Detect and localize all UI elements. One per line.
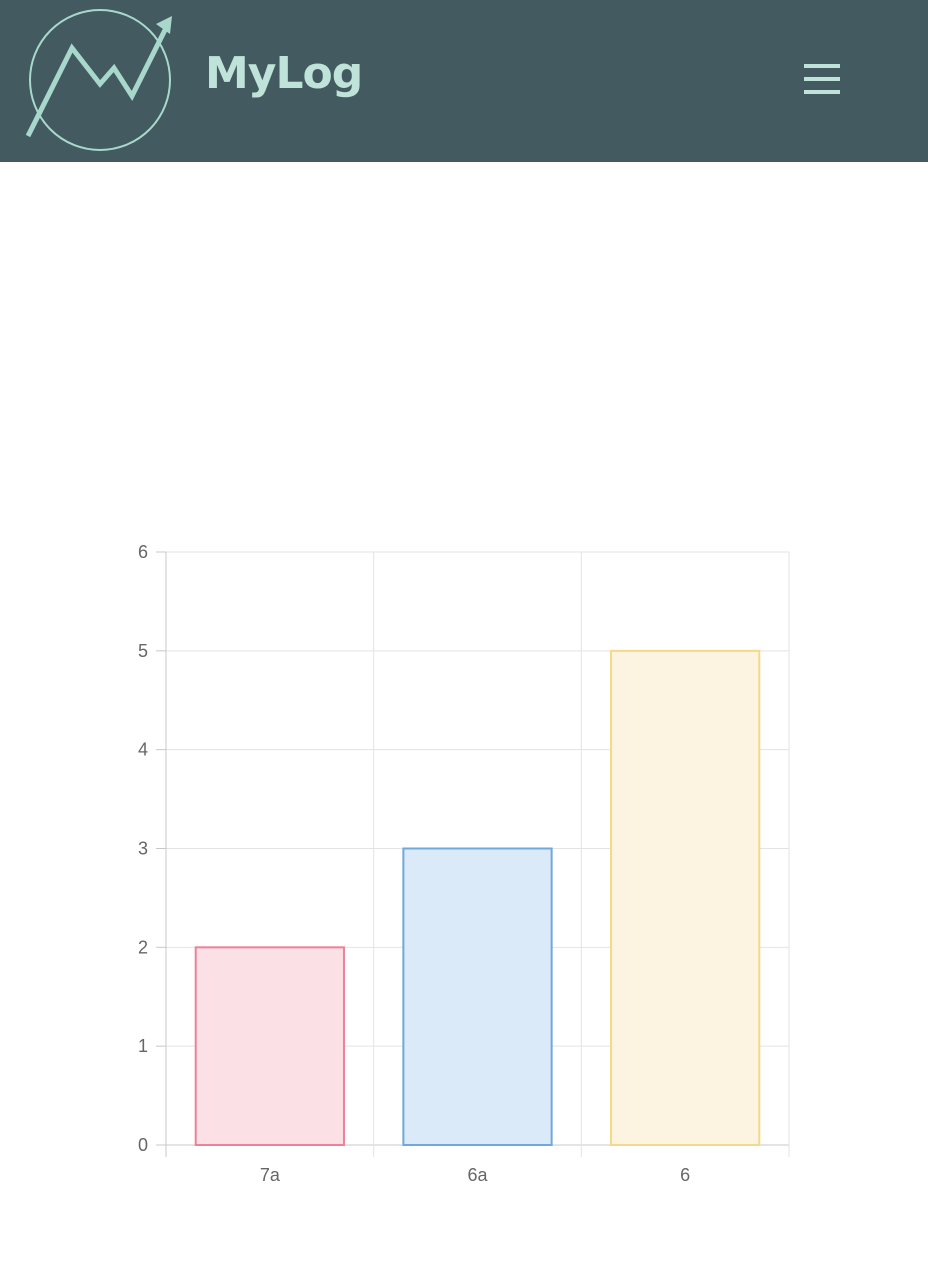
y-tick-label: 6 [138, 542, 148, 562]
y-tick-label: 3 [138, 839, 148, 859]
trend-chart-logo-icon[interactable] [22, 6, 178, 156]
bar [610, 649, 761, 1146]
x-tick-label: 6 [680, 1165, 690, 1185]
y-tick-label: 0 [138, 1135, 148, 1155]
bar [402, 847, 553, 1146]
bar-chart: 0 1 2 3 4 5 6 7a 6a 6 [138, 542, 790, 1185]
y-tick-label: 4 [138, 740, 148, 760]
hamburger-menu-button[interactable] [796, 58, 848, 102]
x-tick-label: 6a [467, 1165, 488, 1185]
y-tick-label: 2 [138, 937, 148, 957]
y-tick-label: 1 [138, 1036, 148, 1056]
y-tick-label: 5 [138, 641, 148, 661]
app-header: MyLog [0, 0, 928, 162]
chart-container: 0 1 2 3 4 5 6 7a 6a 6 [0, 162, 928, 1268]
x-tick-label: 7a [260, 1165, 281, 1185]
brand-title[interactable]: MyLog [205, 48, 363, 99]
hamburger-menu-icon [804, 64, 840, 94]
bar [194, 946, 345, 1146]
